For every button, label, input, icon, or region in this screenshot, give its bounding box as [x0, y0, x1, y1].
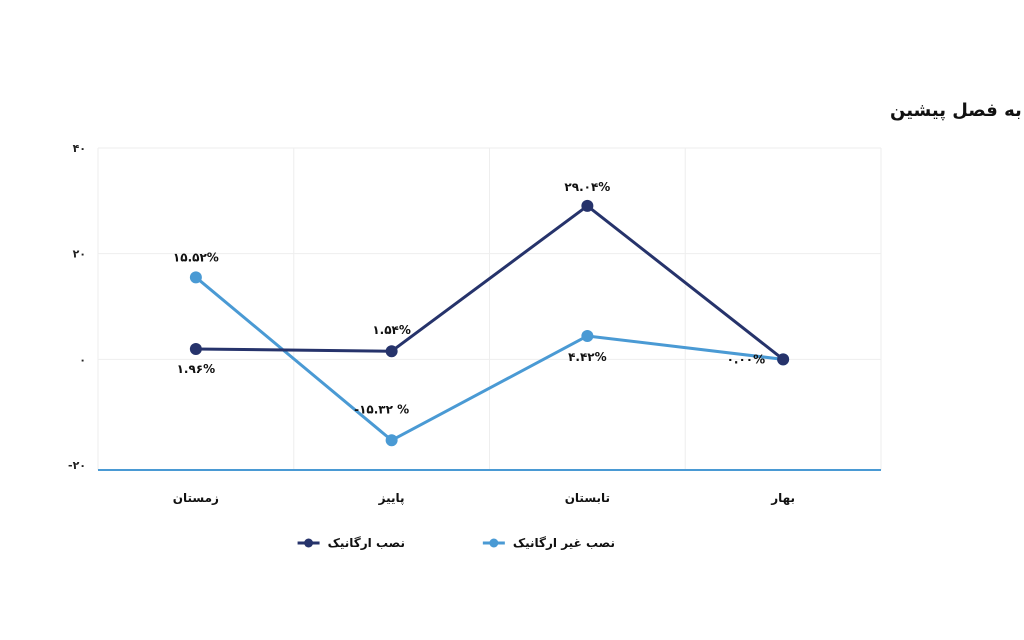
data-label: ۱۵.۵۲%: [173, 250, 219, 264]
legend: نصب ارگانیک نصب غیر ارگانیک: [297, 536, 615, 550]
y-tick-label: -۲۰: [68, 459, 86, 472]
data-label: ۲۹.۰۴%: [564, 180, 610, 194]
data-point: [385, 345, 398, 358]
legend-label: نصب غیر ارگانیک: [513, 536, 615, 550]
data-label: ۱.۹۶%: [177, 362, 216, 376]
data-label: ۴.۴۲%: [568, 350, 607, 364]
data-point: [189, 271, 202, 284]
series-lines: [189, 199, 790, 447]
data-point: [385, 434, 398, 447]
x-tick-label: پاییز: [378, 491, 405, 505]
x-tick-label: تابستان: [565, 491, 610, 505]
y-tick-label: ۰: [79, 353, 86, 366]
series-line: [194, 276, 784, 442]
legend-swatch-marker: [304, 538, 314, 548]
y-tick-label: ۴۰: [73, 142, 86, 155]
grid: [97, 147, 882, 470]
series-line: [195, 204, 785, 361]
data-point: [581, 199, 594, 212]
chart-title: روند تغییرات نصب‌های ارگانیک و غیر ارگان…: [890, 99, 1024, 121]
legend-label: نصب ارگانیک: [328, 536, 405, 550]
data-point: [777, 353, 790, 366]
data-label: ۱.۵۴%: [372, 323, 411, 337]
legend-item: نصب غیر ارگانیک: [482, 536, 615, 550]
data-point: [581, 329, 594, 342]
data-labels: ۰.۰۰% ۴.۴۲% -۱۵.۳۲ % ۱۵.۵۲% ۲۹.۰۴% ۱.۵۴% ۱.۹۶%: [173, 180, 765, 416]
legend-item: نصب ارگانیک: [297, 536, 405, 550]
data-label: -۱۵.۳۲ %: [354, 402, 409, 416]
x-tick-label: زمستان: [173, 491, 219, 505]
data-point: [189, 342, 202, 355]
axes: ۴۰ ۲۰ ۰ -۲۰ بهار تابستان پاییز زمستان: [68, 142, 881, 505]
data-label: ۰.۰۰%: [727, 352, 766, 366]
legend-swatch-marker: [489, 538, 499, 548]
y-tick-label: ۲۰: [73, 248, 86, 261]
x-tick-label: بهار: [770, 491, 795, 505]
